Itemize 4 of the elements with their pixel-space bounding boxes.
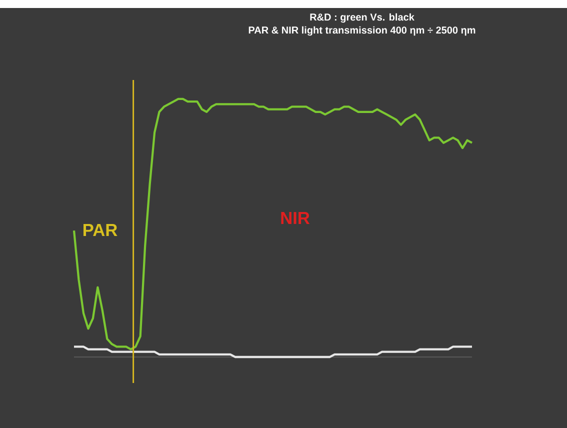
annotation: NIR xyxy=(281,212,310,224)
chart-subtitle: PAR & NIR light transmission 400 ηm ÷ 2500 ηm xyxy=(248,26,476,36)
annotation: PAR xyxy=(83,224,118,236)
chart-title: R&D : green Vs. black xyxy=(310,13,414,23)
